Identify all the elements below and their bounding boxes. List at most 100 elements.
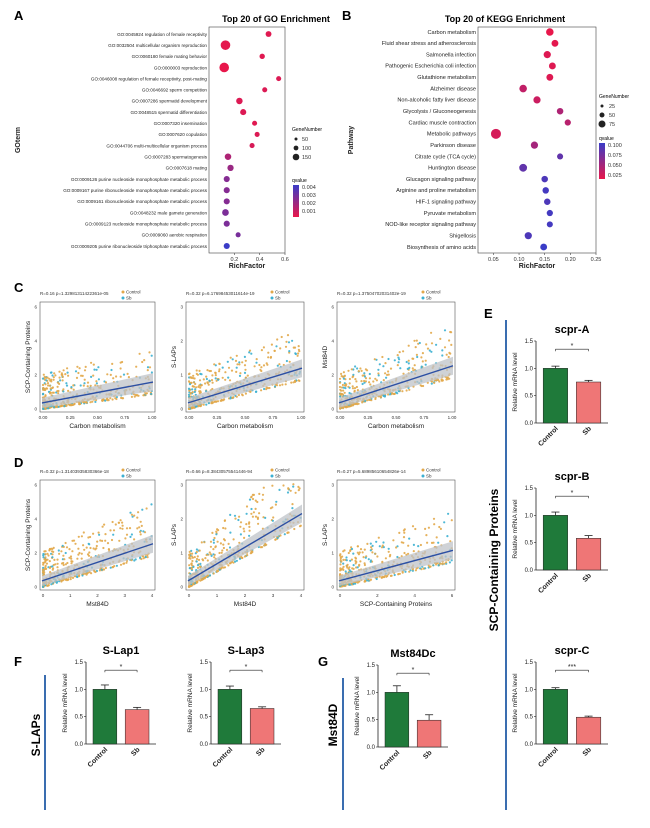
x-tick-label: 1.00 [297, 415, 306, 420]
scatter-point [191, 388, 194, 391]
scatter-point [95, 382, 98, 385]
y-tick-label: 1.5 [525, 339, 534, 345]
scatter-point [294, 379, 297, 382]
scatter-point [138, 352, 141, 355]
scatter-point [79, 384, 82, 387]
scatter-point [78, 367, 81, 370]
scatter-point [401, 390, 404, 393]
go-y-axis-label: GOterm [15, 127, 22, 153]
scatter-point [364, 556, 367, 559]
scatter-point [193, 406, 196, 409]
scatter-point [355, 380, 358, 383]
scatter-point [252, 511, 255, 514]
legend-dot-control [270, 468, 274, 472]
scatter-point [144, 555, 147, 559]
scatter-point [196, 564, 200, 567]
scatter-point [235, 395, 238, 398]
legend-dot-control [421, 468, 425, 472]
y-tick-label: Non-alcoholic fatty liver disease [397, 98, 476, 104]
scatter-point [398, 572, 401, 575]
scatter-point [122, 373, 126, 376]
scatter-point [101, 525, 104, 528]
scatter-point [53, 558, 56, 562]
scatter-point [248, 534, 251, 537]
scatter-point [97, 378, 100, 381]
scatter-point [197, 558, 201, 562]
scatter-point [223, 539, 226, 542]
scatter-point [344, 406, 348, 409]
y-tick-label: Parkinson disease [430, 143, 476, 149]
scatter-point [211, 374, 214, 377]
enrichment-point [265, 31, 272, 37]
scatter-point [382, 365, 385, 368]
y-tick-label: 0 [331, 407, 334, 412]
scatter-point [233, 514, 237, 517]
bar-control [384, 692, 410, 748]
scatter-point [148, 351, 151, 354]
scatter-point [213, 536, 216, 540]
scatter-point [210, 402, 213, 405]
scatter-point [255, 390, 258, 393]
scatter-point [374, 552, 377, 555]
x-tick-label: 3 [123, 593, 126, 598]
size-legend-label: 50 [302, 137, 308, 143]
scatter-point [248, 349, 252, 352]
scatter-point [399, 367, 402, 370]
scatter-point [341, 375, 345, 378]
scatter-point [248, 525, 251, 529]
y-tick-label: 0 [331, 585, 334, 590]
scatter-point [426, 347, 430, 350]
scatter-point [76, 557, 79, 560]
x-tick-label: 0.25 [213, 415, 222, 420]
scatter-point [251, 550, 254, 553]
y-tick-label: 0 [34, 585, 37, 590]
scatter-point [272, 516, 275, 519]
scatter-point [258, 363, 261, 367]
scatter-point [218, 362, 221, 365]
scatter-point [42, 407, 45, 410]
scatter-point [57, 405, 60, 408]
scatter-point [146, 369, 149, 372]
scatter-point [235, 366, 238, 369]
scatter-point [111, 398, 114, 401]
scatter-point [106, 399, 109, 402]
scatter-point [215, 530, 218, 533]
scatter-point [425, 534, 428, 537]
scatter-point [228, 379, 232, 382]
y-tick-label: Carbon metabolism [427, 30, 476, 36]
scatter-point [342, 565, 345, 568]
size-legend-dot [600, 104, 604, 108]
scatter-point [237, 518, 240, 522]
scatter-point [420, 356, 423, 359]
scatter-point [349, 549, 352, 553]
scatter-point [211, 381, 214, 384]
scatter-point [448, 377, 451, 380]
scatter-point [250, 495, 253, 498]
scatter-point [440, 379, 443, 382]
scatter-point [50, 583, 53, 586]
scatter-point [222, 543, 225, 546]
enrichment-point [252, 120, 258, 126]
size-legend-dot [598, 120, 606, 128]
scatter-point [72, 403, 75, 406]
scatter-point [230, 369, 234, 372]
scatter-point [387, 547, 390, 550]
bar-control [542, 515, 568, 571]
scatter-point [430, 350, 433, 353]
bar-chart-title: scpr-C [555, 645, 590, 657]
scatter-point [67, 389, 70, 392]
scatter-point [45, 558, 48, 562]
y-tick-label: 0.5 [525, 715, 534, 721]
scatter-point [438, 525, 441, 529]
scatter-point [443, 521, 446, 524]
scatter-point [97, 366, 100, 369]
scatter-point [296, 354, 299, 357]
scatter-point [221, 549, 224, 552]
scatter-point [195, 550, 198, 554]
scatter-point [360, 380, 363, 383]
scatter-point [51, 374, 54, 377]
scatter-point [369, 549, 372, 552]
scatter-point [224, 378, 227, 381]
scatter-point [244, 359, 247, 362]
